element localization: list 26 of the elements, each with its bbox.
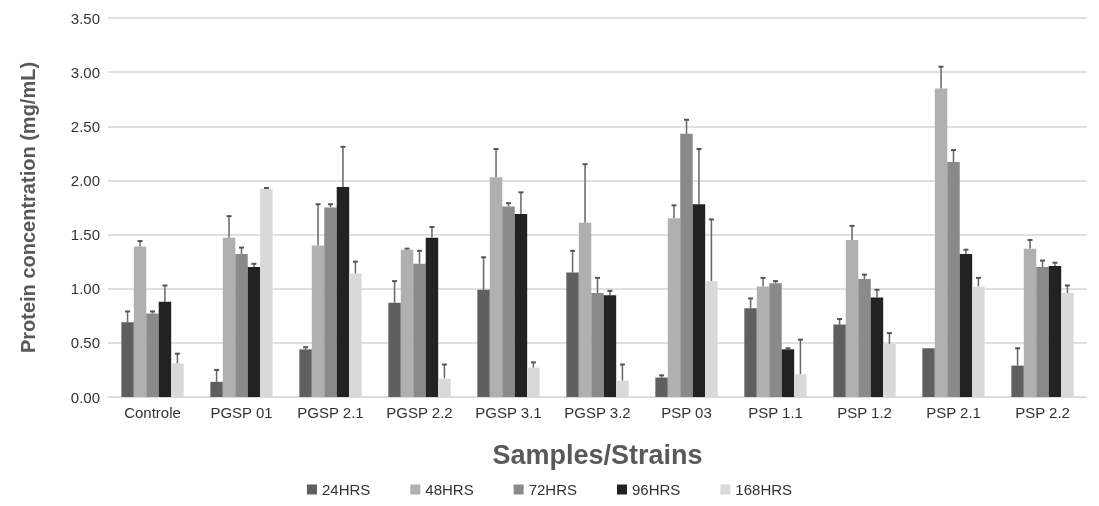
x-tick-label: PGSP 3.2 — [564, 404, 631, 421]
x-tick-label: PSP 1.1 — [748, 404, 803, 421]
y-tick-label: 0.50 — [70, 334, 100, 352]
x-tick-label: PSP 03 — [661, 404, 712, 421]
y-axis-title: Protein concentration (mg/mL) — [17, 61, 39, 354]
legend-label: 24HRS — [321, 481, 371, 498]
y-tick-label: 3.50 — [70, 9, 100, 27]
x-tick-label: PSP 2.1 — [926, 404, 981, 421]
x-tick-label: PGSP 3.1 — [475, 404, 542, 421]
y-tick-label: 3.00 — [70, 63, 100, 81]
y-tick-label: 2.00 — [70, 171, 100, 189]
x-tick-label: PGSP 01 — [210, 404, 273, 421]
legend-label: 72HRS — [528, 481, 578, 498]
x-tick-label: PGSP 2.2 — [386, 404, 453, 421]
legend-label: 48HRS — [425, 481, 474, 498]
x-tick-label: PGSP 2.1 — [297, 404, 364, 421]
y-tick-label: 1.00 — [70, 280, 100, 298]
y-tick-label: 2.50 — [70, 117, 100, 135]
x-tick-label: PSP 2.2 — [1015, 404, 1070, 421]
x-tick-label: PSP 1.2 — [837, 404, 892, 421]
x-tick-label: Controle — [124, 404, 181, 421]
y-tick-label: 1.50 — [70, 226, 100, 244]
legend-label: 168HRS — [735, 481, 793, 498]
y-tick-label: 0.00 — [70, 388, 100, 406]
x-axis-title: Samples/Strains — [492, 439, 703, 470]
legend-label: 96HRS — [632, 481, 681, 498]
